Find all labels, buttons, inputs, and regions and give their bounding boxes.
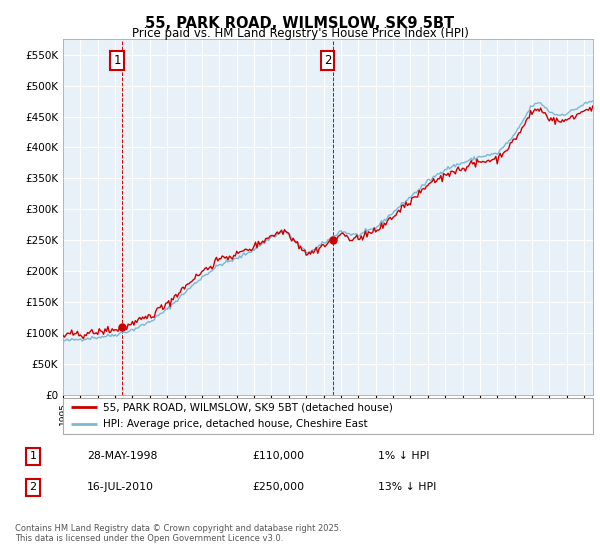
Text: 1: 1 bbox=[29, 451, 37, 461]
Text: Contains HM Land Registry data © Crown copyright and database right 2025.
This d: Contains HM Land Registry data © Crown c… bbox=[15, 524, 341, 543]
Text: £250,000: £250,000 bbox=[252, 482, 304, 492]
Text: 2: 2 bbox=[29, 482, 37, 492]
Text: £110,000: £110,000 bbox=[252, 451, 304, 461]
Text: HPI: Average price, detached house, Cheshire East: HPI: Average price, detached house, Ches… bbox=[103, 419, 367, 429]
Text: 16-JUL-2010: 16-JUL-2010 bbox=[87, 482, 154, 492]
Text: 1% ↓ HPI: 1% ↓ HPI bbox=[378, 451, 430, 461]
Text: 2: 2 bbox=[324, 54, 331, 67]
Text: 28-MAY-1998: 28-MAY-1998 bbox=[87, 451, 157, 461]
Text: 55, PARK ROAD, WILMSLOW, SK9 5BT (detached house): 55, PARK ROAD, WILMSLOW, SK9 5BT (detach… bbox=[103, 403, 392, 412]
Text: 13% ↓ HPI: 13% ↓ HPI bbox=[378, 482, 436, 492]
Text: 1: 1 bbox=[113, 54, 121, 67]
Text: 55, PARK ROAD, WILMSLOW, SK9 5BT: 55, PARK ROAD, WILMSLOW, SK9 5BT bbox=[145, 16, 455, 31]
Text: Price paid vs. HM Land Registry's House Price Index (HPI): Price paid vs. HM Land Registry's House … bbox=[131, 27, 469, 40]
